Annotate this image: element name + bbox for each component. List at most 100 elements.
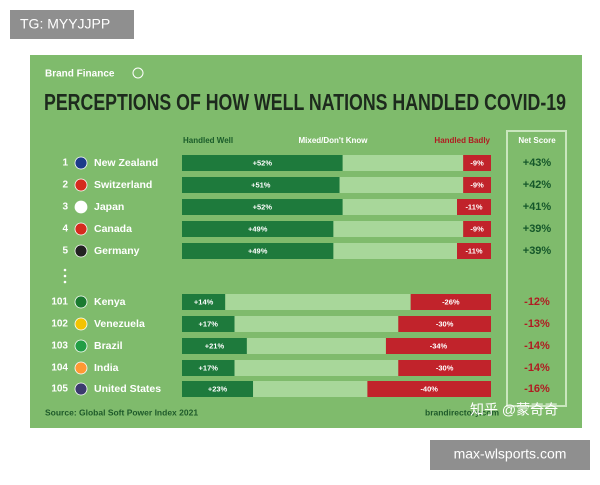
- bar-segment: [339, 177, 464, 193]
- country: Brazil: [94, 340, 123, 352]
- flag: [74, 317, 88, 331]
- rank: 3: [62, 202, 68, 213]
- bar-segment: [182, 221, 334, 237]
- rank: 1: [62, 158, 68, 169]
- bar-segment: [342, 155, 464, 171]
- country: Kenya: [94, 296, 126, 308]
- bar-segment: [398, 360, 491, 376]
- flag: [74, 295, 88, 309]
- rank: 105: [51, 384, 68, 395]
- website: brandirectory.com: [425, 407, 499, 417]
- bar-segment: [182, 243, 334, 259]
- ellipsis-dot: [63, 268, 67, 272]
- watermark-box: [430, 440, 590, 470]
- ellipsis-dot: [63, 280, 67, 284]
- net-score: +39%: [523, 245, 552, 257]
- net-score: -14%: [524, 362, 550, 374]
- watermark: TG: MYYJJPP: [20, 16, 110, 32]
- net-score: -13%: [524, 318, 550, 330]
- bar-segment: [182, 294, 226, 310]
- chart-title: PERCEPTIONS OF HOW WELL NATIONS HANDLED …: [44, 89, 566, 115]
- net-score-box: [506, 130, 567, 407]
- brand: Brand Finance: [45, 69, 115, 80]
- net-score-header: Net Score: [518, 136, 556, 145]
- country: Switzerland: [94, 179, 152, 191]
- bar-label: +17%: [199, 363, 219, 372]
- bar-segment: [182, 338, 247, 354]
- rank: 2: [62, 180, 68, 191]
- flag: [74, 244, 88, 258]
- bar-label: -40%: [420, 384, 438, 393]
- bar-segment: [342, 199, 458, 215]
- bar-segment: [225, 294, 411, 310]
- legend-label: Handled Badly: [434, 136, 490, 145]
- bar-label: +52%: [253, 202, 273, 211]
- bar-label: +51%: [251, 180, 271, 189]
- country: Japan: [94, 201, 124, 213]
- bar-label: +49%: [248, 224, 268, 233]
- bar-segment: [253, 381, 368, 397]
- bar-segment: [182, 177, 340, 193]
- net-score: -16%: [524, 383, 550, 395]
- watermark: max-wlsports.com: [454, 446, 567, 462]
- bar-label: -9%: [470, 158, 484, 167]
- bar-segment: [182, 199, 343, 215]
- watermark: 知乎 @蒙奇奇: [470, 402, 558, 418]
- bar-segment: [385, 338, 491, 354]
- net-score: +41%: [523, 201, 552, 213]
- bar-label: +14%: [194, 297, 214, 306]
- rank: 101: [51, 297, 68, 308]
- bar-segment: [457, 243, 491, 259]
- source: Source: Global Soft Power Index 2021: [45, 407, 198, 417]
- bar-segment: [182, 381, 254, 397]
- flag: [74, 178, 88, 192]
- bar-label: +17%: [199, 319, 219, 328]
- net-score: -14%: [524, 340, 550, 352]
- bar-segment: [182, 316, 235, 332]
- bar-label: +21%: [205, 341, 225, 350]
- net-score: +39%: [523, 223, 552, 235]
- bar-segment: [234, 316, 399, 332]
- flag: [74, 156, 88, 170]
- bar-label: -11%: [465, 202, 482, 211]
- net-score: -12%: [524, 296, 550, 308]
- legend-label: Handled Well: [183, 136, 233, 145]
- brand-logo: [132, 67, 144, 79]
- bar-label: +23%: [208, 384, 228, 393]
- bar-segment: [457, 199, 491, 215]
- bar-label: -9%: [470, 180, 484, 189]
- bar-segment: [333, 243, 458, 259]
- flag: [74, 222, 88, 236]
- bar-segment: [234, 360, 399, 376]
- bar-segment: [463, 155, 491, 171]
- country: New Zealand: [94, 157, 158, 169]
- country: Germany: [94, 245, 140, 257]
- net-score: +42%: [523, 179, 552, 191]
- bar-segment: [246, 338, 386, 354]
- bar-label: +52%: [253, 158, 273, 167]
- bar-label: -30%: [436, 319, 454, 328]
- watermark-box: [10, 10, 134, 39]
- country: United States: [94, 383, 161, 395]
- bar-segment: [182, 360, 235, 376]
- bar-label: -26%: [442, 297, 460, 306]
- flag: [74, 361, 88, 375]
- bar-label: -30%: [436, 363, 454, 372]
- bar-segment: [333, 221, 464, 237]
- country: Venezuela: [94, 318, 145, 330]
- legend-label: Mixed/Don't Know: [298, 136, 368, 145]
- rank: 5: [62, 246, 68, 257]
- bar-segment: [182, 155, 343, 171]
- net-score: +43%: [523, 157, 552, 169]
- country: India: [94, 362, 119, 374]
- bar-label: -34%: [430, 341, 448, 350]
- flag: [74, 382, 88, 396]
- bar-label: +49%: [248, 246, 268, 255]
- rank: 103: [51, 341, 68, 352]
- ellipsis-dot: [63, 274, 67, 278]
- bar-segment: [367, 381, 491, 397]
- bar-label: -11%: [465, 246, 482, 255]
- flag: [74, 200, 88, 214]
- bar-segment: [398, 316, 491, 332]
